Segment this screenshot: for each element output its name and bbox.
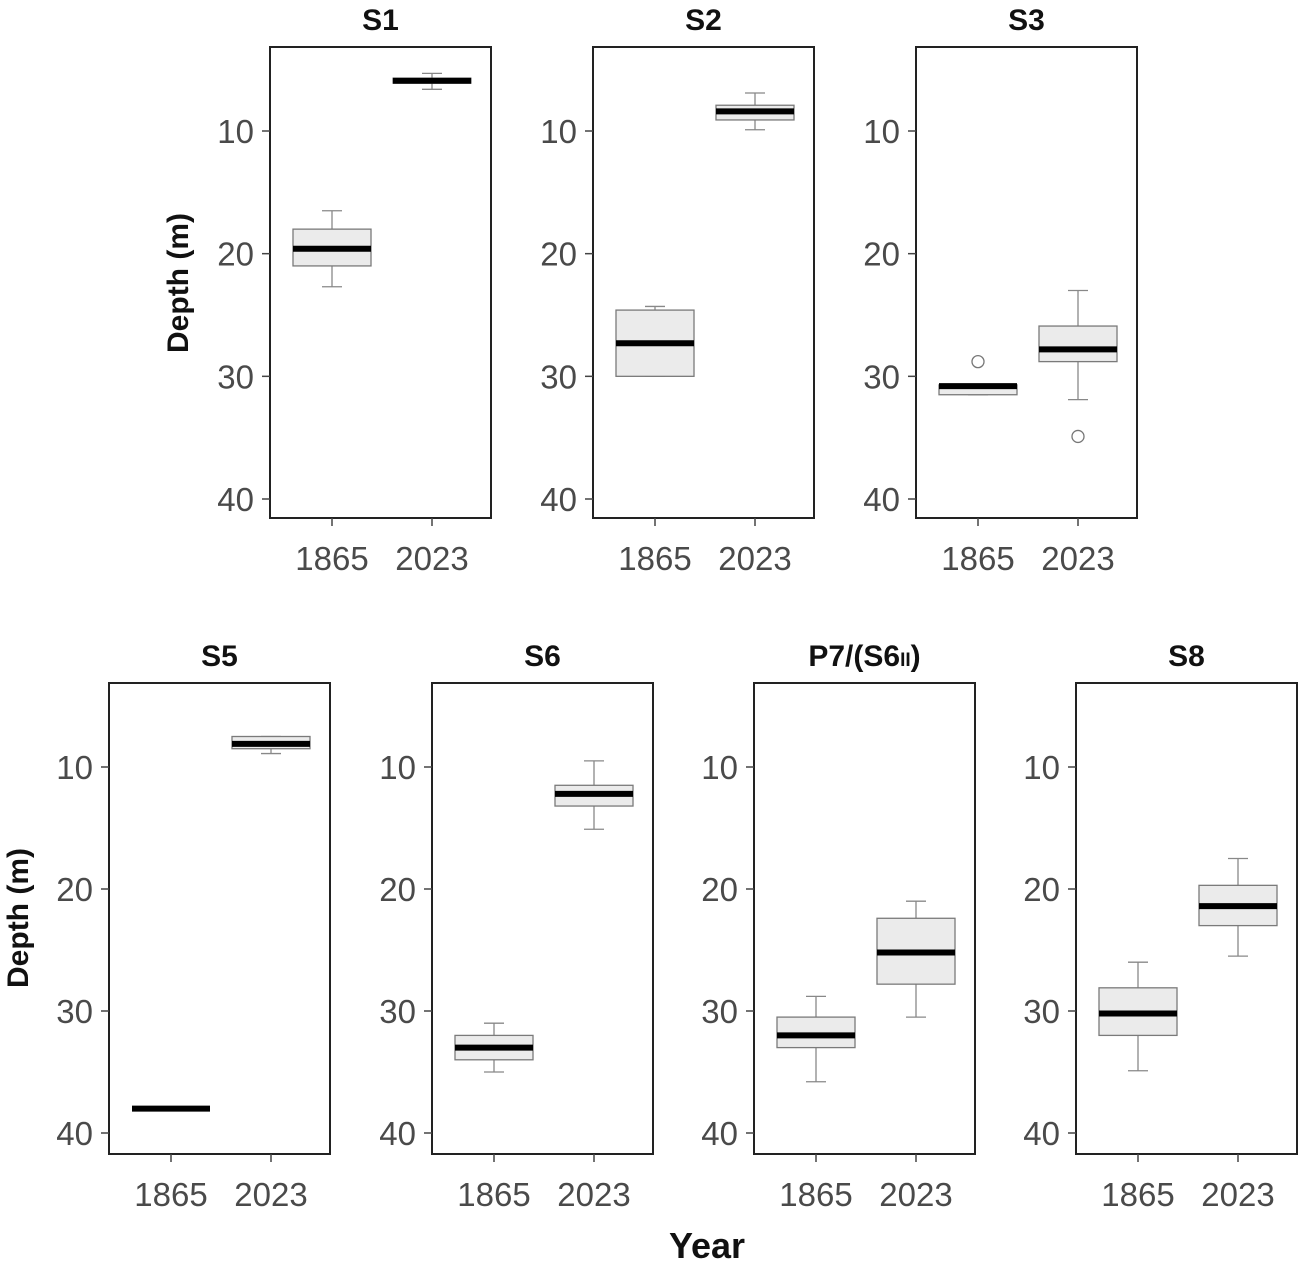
y-tick-label: 10 (56, 749, 93, 786)
y-tick-label: 20 (540, 236, 577, 273)
y-tick-label: 30 (540, 358, 577, 395)
panel-6: P7/(S6II) 10 20 30 40 1865 2023 (701, 640, 976, 1213)
box-1865 (938, 354, 1018, 396)
y-tick-label: 40 (863, 481, 900, 518)
x-tick-label: 2023 (1041, 540, 1114, 577)
y-tick-label: 20 (863, 236, 900, 273)
panel-title: S5 (201, 640, 238, 673)
x-tick-label: 2023 (718, 540, 791, 577)
x-tick-label: 2023 (557, 1176, 630, 1213)
y-tick-label: 30 (701, 993, 738, 1030)
y-tick-label: 40 (56, 1115, 93, 1152)
panel-2: S2 10 20 30 40 1865 2023 (540, 4, 815, 577)
y-tick-label: 30 (217, 358, 254, 395)
panel-title: S8 (1168, 640, 1205, 673)
panel-5: S6 10 20 30 40 1865 2023 (379, 640, 654, 1213)
x-tick-label: 2023 (1201, 1176, 1274, 1213)
box-2023 (876, 900, 956, 1018)
y-tick-label: 20 (217, 236, 254, 273)
panel-title: S3 (1008, 4, 1045, 37)
panel-title: S6 (524, 640, 561, 673)
box-1865 (454, 1022, 534, 1073)
panel-frame (269, 46, 492, 519)
panel-4: S5 10 20 30 40 1865 2023 (56, 640, 331, 1213)
x-tick-label: 1865 (941, 540, 1014, 577)
box-1865 (292, 210, 372, 288)
panel-frame (753, 682, 976, 1155)
box-2023 (392, 72, 472, 90)
y-tick-label: 20 (701, 871, 738, 908)
x-tick-label: 1865 (134, 1176, 207, 1213)
box-2023 (554, 760, 634, 830)
panel-frame (592, 46, 815, 519)
y-tick-label: 10 (701, 749, 738, 786)
x-tick-label: 1865 (618, 540, 691, 577)
x-tick-label: 2023 (234, 1176, 307, 1213)
y-tick-label: 10 (540, 113, 577, 150)
x-tick-label: 1865 (1101, 1176, 1174, 1213)
y-tick-label: 30 (56, 993, 93, 1030)
box-2023 (715, 92, 795, 131)
box-iqr (776, 1016, 856, 1049)
box-1865 (1098, 961, 1178, 1072)
y-axis-title-top-row: Depth (m) (162, 213, 195, 353)
panel-7: S8 10 20 30 40 1865 2023 (1023, 640, 1298, 1213)
box-2023 (1038, 289, 1118, 444)
box-2023 (1198, 857, 1278, 957)
y-tick-label: 40 (379, 1115, 416, 1152)
panel-frame (915, 46, 1138, 519)
x-tick-label: 1865 (457, 1176, 530, 1213)
y-tick-label: 10 (379, 749, 416, 786)
outlier-point (1071, 429, 1085, 444)
y-tick-label: 30 (863, 358, 900, 395)
panel-title: S1 (362, 4, 399, 37)
panel-title: S2 (685, 4, 722, 37)
box-1865 (615, 305, 695, 377)
outlier-point (971, 354, 985, 369)
y-tick-label: 30 (379, 993, 416, 1030)
panel-title: P7/(S6II) (808, 640, 920, 673)
y-tick-label: 20 (379, 871, 416, 908)
x-tick-label: 1865 (295, 540, 368, 577)
panel-1: S1 10 20 30 40 1865 2023 (217, 4, 492, 577)
y-tick-label: 10 (1023, 749, 1060, 786)
y-tick-label: 40 (701, 1115, 738, 1152)
x-tick-label: 2023 (395, 540, 468, 577)
panel-frame (431, 682, 654, 1155)
x-tick-label: 2023 (879, 1176, 952, 1213)
x-axis-title: Year (669, 1225, 745, 1263)
panels: S1 10 20 30 40 1865 2023 S2 10 20 30 40 1865 2023 S3 10… (56, 4, 1298, 1213)
y-tick-label: 20 (56, 871, 93, 908)
y-tick-label: 40 (540, 481, 577, 518)
box-iqr (1038, 325, 1118, 363)
panel-frame (108, 682, 331, 1155)
box-1865 (776, 995, 856, 1083)
y-tick-label: 40 (1023, 1115, 1060, 1152)
panel-3: S3 10 20 30 40 1865 2023 (863, 4, 1138, 577)
y-tick-label: 40 (217, 481, 254, 518)
y-tick-label: 20 (1023, 871, 1060, 908)
panel-frame (1075, 682, 1298, 1155)
y-axis-title-bottom-row: Depth (m) (2, 848, 35, 988)
box-2023 (231, 735, 311, 755)
y-tick-label: 10 (863, 113, 900, 150)
x-tick-label: 1865 (779, 1176, 852, 1213)
y-tick-label: 30 (1023, 993, 1060, 1030)
y-tick-label: 10 (217, 113, 254, 150)
